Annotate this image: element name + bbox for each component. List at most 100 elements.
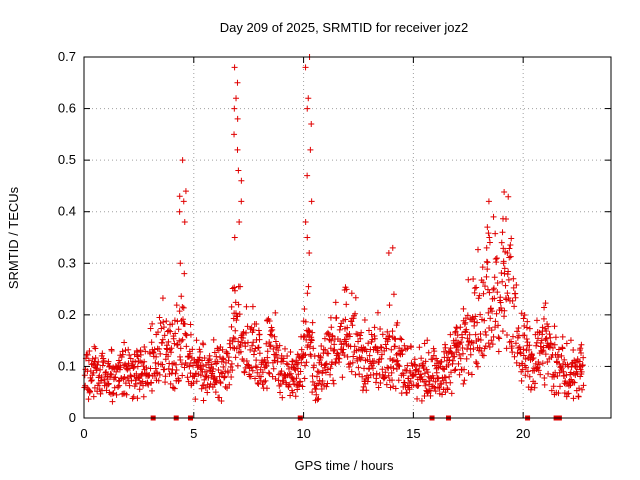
- data-point: [97, 390, 104, 397]
- data-point: [88, 377, 95, 384]
- data-point: [365, 327, 372, 334]
- data-point: [272, 375, 279, 382]
- data-point: [385, 365, 392, 372]
- data-point: [343, 301, 350, 308]
- data-point: [240, 329, 247, 336]
- data-point: [373, 370, 380, 377]
- data-point: [382, 341, 389, 348]
- data-point: [422, 358, 429, 365]
- data-point: [551, 323, 558, 330]
- data-point: [181, 321, 188, 328]
- data-point: [576, 363, 583, 370]
- data-point: [162, 373, 169, 380]
- data-point: [385, 249, 392, 256]
- data-point: [293, 375, 300, 382]
- data-point: [521, 332, 528, 339]
- data-point: [540, 315, 547, 322]
- data-point: [311, 362, 318, 369]
- data-point: [121, 373, 128, 380]
- data-point: [187, 350, 194, 357]
- data-point: [233, 317, 240, 324]
- data-point: [473, 360, 480, 367]
- data-point: [448, 390, 455, 397]
- data-point: [576, 385, 583, 392]
- data-point: [148, 339, 155, 346]
- data-point: [559, 345, 566, 352]
- data-point: [371, 335, 378, 342]
- data-point: [401, 342, 408, 349]
- data-point: [384, 328, 391, 335]
- data-point: [213, 377, 220, 384]
- data-point: [159, 339, 166, 346]
- data-point: [330, 380, 337, 387]
- data-point: [538, 337, 545, 344]
- y-tick-label: 0.5: [58, 152, 76, 167]
- data-point: [384, 364, 391, 371]
- data-point: [90, 393, 97, 400]
- data-point: [358, 354, 365, 361]
- data-point: [302, 64, 309, 71]
- data-point: [510, 275, 517, 282]
- data-point: [482, 343, 489, 350]
- data-point: [370, 371, 377, 378]
- data-point: [454, 332, 461, 339]
- data-point: [422, 382, 429, 389]
- data-point: [410, 372, 417, 379]
- data-point: [389, 244, 396, 251]
- data-point: [406, 386, 413, 393]
- data-point: [259, 369, 266, 376]
- data-point: [542, 300, 549, 307]
- data-point: [377, 380, 384, 387]
- data-point: [463, 355, 470, 362]
- data-point: [394, 357, 401, 364]
- data-point: [266, 317, 273, 324]
- data-point: [478, 348, 485, 355]
- data-point: [179, 157, 186, 164]
- data-point: [365, 340, 372, 347]
- data-points: [81, 54, 587, 405]
- data-point: [315, 369, 322, 376]
- data-point: [155, 377, 162, 384]
- data-point: [189, 346, 196, 353]
- data-point: [442, 374, 449, 381]
- data-point: [530, 354, 537, 361]
- data-point: [128, 377, 135, 384]
- data-point: [387, 384, 394, 391]
- data-point: [421, 370, 428, 377]
- data-point: [379, 366, 386, 373]
- data-point: [251, 348, 258, 355]
- data-point: [535, 367, 542, 374]
- data-point: [359, 373, 366, 380]
- data-point: [263, 362, 270, 369]
- data-point: [350, 353, 357, 360]
- data-point: [237, 283, 244, 290]
- data-point: [418, 397, 425, 404]
- data-point: [442, 344, 449, 351]
- data-point: [162, 379, 169, 386]
- data-point: [444, 386, 451, 393]
- data-point: [521, 322, 528, 329]
- data-point: [255, 344, 262, 351]
- data-point: [303, 336, 310, 343]
- data-point: [400, 372, 407, 379]
- data-point: [132, 380, 139, 387]
- data-point: [256, 331, 263, 338]
- data-point: [348, 318, 355, 325]
- data-point: [317, 354, 324, 361]
- data-point: [425, 349, 432, 356]
- data-point: [326, 336, 333, 343]
- data-point: [382, 369, 389, 376]
- data-point: [327, 371, 334, 378]
- data-point: [187, 370, 194, 377]
- data-point: [278, 368, 285, 375]
- data-point: [486, 239, 493, 246]
- data-point: [165, 365, 172, 372]
- data-point: [275, 371, 282, 378]
- data-point: [115, 384, 122, 391]
- data-point: [502, 215, 509, 222]
- data-point: [390, 291, 397, 298]
- data-point: [328, 337, 335, 344]
- data-point: [424, 369, 431, 376]
- data-point: [179, 303, 186, 310]
- data-point: [124, 366, 131, 373]
